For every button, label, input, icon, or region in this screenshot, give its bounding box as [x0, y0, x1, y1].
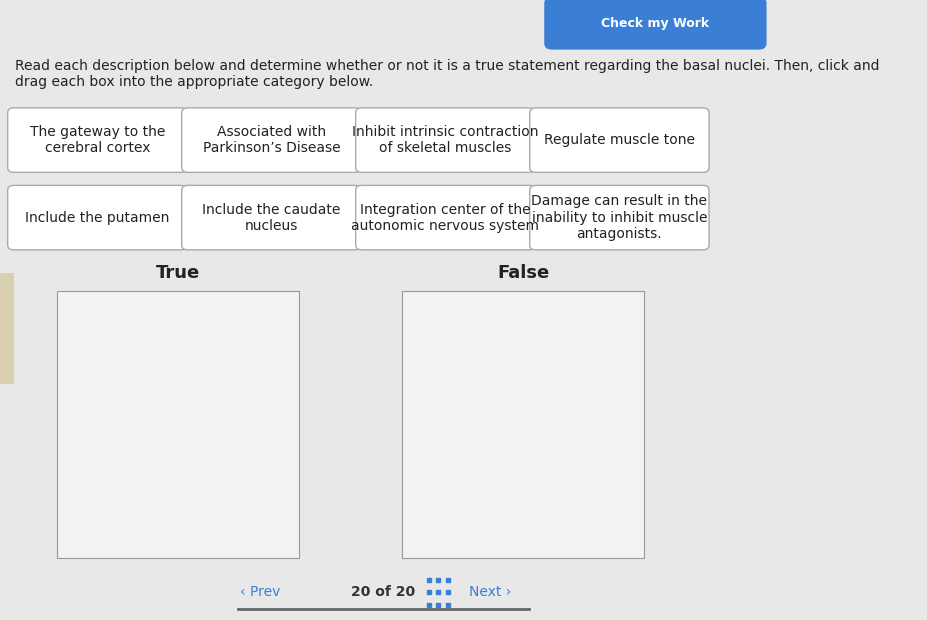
Text: Include the putamen: Include the putamen: [25, 211, 170, 224]
Text: Include the caudate
nucleus: Include the caudate nucleus: [202, 203, 340, 232]
FancyBboxPatch shape: [57, 291, 298, 558]
Text: The gateway to the
cerebral cortex: The gateway to the cerebral cortex: [30, 125, 165, 155]
FancyBboxPatch shape: [529, 108, 709, 172]
FancyBboxPatch shape: [182, 185, 361, 250]
FancyBboxPatch shape: [7, 108, 187, 172]
Text: Next ›: Next ›: [469, 585, 512, 599]
Text: True: True: [156, 264, 200, 282]
FancyBboxPatch shape: [182, 108, 361, 172]
Text: Integration center of the
autonomic nervous system: Integration center of the autonomic nerv…: [351, 203, 540, 232]
FancyBboxPatch shape: [356, 108, 535, 172]
Text: Damage can result in the
inability to inhibit muscle
antagonists.: Damage can result in the inability to in…: [531, 195, 707, 241]
FancyBboxPatch shape: [0, 273, 14, 384]
Text: 20 of 20: 20 of 20: [351, 585, 415, 599]
Text: Associated with
Parkinson’s Disease: Associated with Parkinson’s Disease: [202, 125, 340, 155]
Text: Check my Work: Check my Work: [602, 17, 709, 30]
FancyBboxPatch shape: [402, 291, 644, 558]
FancyBboxPatch shape: [544, 0, 767, 50]
Text: ‹ Prev: ‹ Prev: [240, 585, 281, 599]
Text: Regulate muscle tone: Regulate muscle tone: [544, 133, 695, 147]
Text: Read each description below and determine whether or not it is a true statement : Read each description below and determin…: [16, 59, 880, 89]
Text: False: False: [497, 264, 550, 282]
FancyBboxPatch shape: [7, 185, 187, 250]
Text: Inhibit intrinsic contraction
of skeletal muscles: Inhibit intrinsic contraction of skeleta…: [352, 125, 539, 155]
FancyBboxPatch shape: [529, 185, 709, 250]
FancyBboxPatch shape: [356, 185, 535, 250]
